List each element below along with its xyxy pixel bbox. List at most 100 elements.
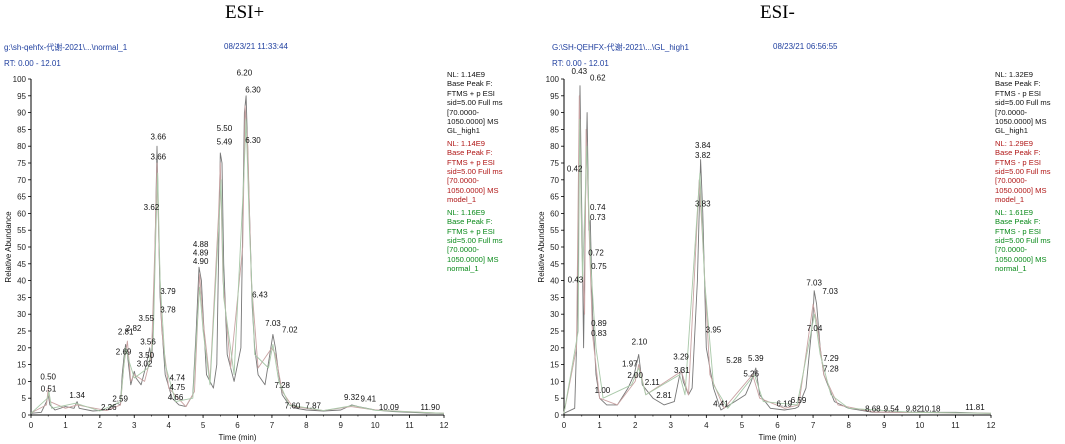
y-tick-label: 45 [17,260,26,269]
peak-label: 10.09 [379,403,400,412]
y-tick-label: 80 [17,142,26,151]
legend-line: FTMS + p ESI [447,88,495,98]
chart-title: ESI+ [225,2,265,23]
chromatogram-plot: 0 1 2 3 4 5 6 7 8 9 10 11 12051015202530354045505560… [4,69,449,442]
peak-label: 7.87 [305,401,321,410]
y-tick-label: 35 [550,293,559,302]
legend-entry: NL: 1.29E9 Base Peak F: FTMS - p ESI sid=5.… [995,139,1051,205]
peak-label: 2.81 [118,327,134,336]
legend-line: [70.0000- [447,176,480,186]
legend-line: NL: 1.29E9 [995,138,1033,148]
legend-entry: NL: 1.14E9 Base Peak F: FTMS + p ESI sid=5.… [447,139,503,205]
y-tick-label: 40 [17,277,26,286]
y-tick-label: 100 [546,75,560,84]
x-tick-label: 4 [704,421,709,430]
peak-label: 4.41 [713,400,729,409]
x-tick-label: 10 [915,421,924,430]
legend-line: Base Peak F: [995,217,1041,227]
x-tick-label: 11 [951,421,960,430]
legend-entry: NL: 1.14E9 Base Peak F: FTMS + p ESI sid=5.… [447,70,503,136]
legend-line: NL: 1.61E9 [995,207,1033,217]
peak-label: 7.03 [265,319,281,328]
peak-label: 2.81 [656,391,672,400]
y-axis-title: Relative Abundance [4,211,13,283]
y-tick-label: 75 [550,159,559,168]
peak-label: 1.00 [595,386,611,395]
y-tick-label: 85 [17,125,26,134]
peak-label: 1.34 [69,391,85,400]
peak-label: 2.11 [645,378,661,387]
chart-title: ESI- [760,2,795,23]
peak-label: 9.82 [906,405,922,414]
y-tick-label: 20 [17,344,26,353]
peak-label: 4.74 [169,373,185,382]
legend-line: GL_high1 [447,126,480,136]
acquisition-date: 08/23/21 06:56:55 [773,42,838,51]
x-tick-label: 1 [63,421,68,430]
chart-panel-esi-minus: ESI- G:\SH-QEHFX-代谢-2021\...\GL_high1 08… [533,0,1065,444]
peak-label: 3.50 [139,351,155,360]
legend-line: Base Peak F: [995,148,1041,158]
series-line-model_1 [30,105,445,414]
peak-label: 7.03 [806,279,822,288]
legend-line: sid=5.00 Full ms [447,167,503,177]
y-tick-label: 55 [550,226,559,235]
legend-line: FTMS - p ESI [995,88,1041,98]
peak-label: 0.73 [590,213,606,222]
legend-line: [70.0000- [447,107,480,117]
x-tick-label: 12 [440,421,449,430]
peak-label: 3.55 [139,314,155,323]
series-line-normal_1 [30,118,445,414]
legend-line: Base Peak F: [995,79,1041,89]
legend-line: sid=5.00 Full ms [995,167,1051,177]
x-axis-title: Time (min) [219,433,257,442]
peak-label: 0.74 [590,203,606,212]
peak-label: 0.43 [572,67,588,76]
peak-label: 0.83 [591,329,607,338]
legend-line: NL: 1.14E9 [447,138,485,148]
peak-label: 2.69 [116,348,132,357]
x-tick-label: 8 [846,421,851,430]
y-tick-label: 95 [17,92,26,101]
y-tick-label: 90 [550,109,559,118]
legend-line: Base Peak F: [447,148,493,158]
peak-label: 6.30 [245,85,261,94]
x-tick-label: 7 [270,421,275,430]
x-tick-label: 1 [597,421,602,430]
x-tick-label: 11 [405,421,414,430]
legend-line: NL: 1.32E9 [995,70,1033,79]
peak-label: 5.28 [726,356,742,365]
x-tick-label: 0 [29,421,34,430]
peak-label: 5.39 [748,354,764,363]
legend-line: Base Peak F: [447,79,493,89]
x-tick-label: 12 [987,421,996,430]
peak-label: 3.29 [673,353,689,362]
y-tick-label: 30 [550,310,559,319]
peak-label: 5.50 [217,124,233,133]
peak-label: 0.51 [41,384,57,393]
legend-line: FTMS + p ESI [447,157,495,167]
peak-label: 5.26 [743,369,759,378]
x-tick-label: 0 [562,421,567,430]
y-tick-label: 60 [550,209,559,218]
x-tick-label: 6 [775,421,780,430]
peak-label: 7.28 [823,364,839,373]
peak-label: 3.83 [695,200,711,209]
rt-range: RT: 0.00 - 12.01 [4,59,61,68]
chromatogram-plot: 0 1 2 3 4 5 6 7 8 9 10 11 12051015202530354045505560… [537,67,996,442]
peak-label: 3.82 [695,151,711,160]
peak-label: 3.79 [160,287,176,296]
x-tick-label: 6 [235,421,240,430]
y-tick-label: 15 [550,361,559,370]
peak-label: 1.97 [622,359,638,368]
legend: NL: 1.32E9 Base Peak F: FTMS - p ESI sid=5.… [995,70,1051,277]
y-tick-label: 0 [22,411,27,420]
peak-label: 0.42 [567,164,583,173]
peak-label: 3.66 [151,153,167,162]
peak-label: 3.78 [160,306,176,315]
legend-entry: NL: 1.61E9 Base Peak F: FTMS - p ESI sid=5.… [995,208,1051,274]
legend-line: NL: 1.16E9 [447,207,485,217]
legend-line: normal_1 [995,264,1027,274]
peak-label: 4.89 [193,248,209,257]
y-tick-label: 60 [17,209,26,218]
